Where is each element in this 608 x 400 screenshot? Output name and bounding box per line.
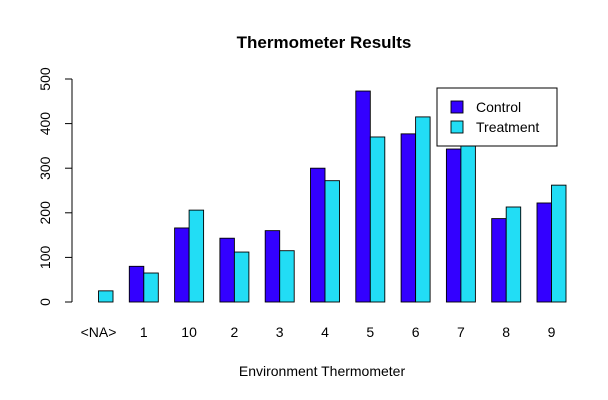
bar-treatment-3 <box>279 250 295 303</box>
bars <box>98 90 567 303</box>
bar-control-6 <box>400 133 417 303</box>
legend: Control Treatment <box>436 87 558 147</box>
y-tick-label: 200 <box>37 201 53 225</box>
x-tick-label: <NA> <box>81 324 117 340</box>
bar-control-5 <box>355 90 371 303</box>
bar-treatment-1 <box>143 272 159 303</box>
x-tick-label: 1 <box>140 324 148 340</box>
legend-swatch-control <box>450 100 464 114</box>
bar-treatment-4 <box>324 180 340 303</box>
x-tick-label: 9 <box>548 324 556 340</box>
bar-treatment-6 <box>415 116 431 303</box>
bar-control-8 <box>491 218 507 303</box>
bar-control-7 <box>445 148 462 303</box>
legend-label-control: Control <box>476 99 521 115</box>
y-axis: 0 100 200 300 400 500 <box>37 67 73 306</box>
bar-treatment-9 <box>551 184 567 303</box>
x-tick-label: 6 <box>412 324 420 340</box>
bar-treatment-2 <box>233 251 250 303</box>
y-tick-label: 300 <box>37 156 53 180</box>
y-tick-label: 0 <box>37 298 53 306</box>
x-tick-label: 2 <box>231 324 239 340</box>
x-tick-label: 7 <box>457 324 465 340</box>
chart-title: Thermometer Results <box>237 33 412 52</box>
x-tick-label: 4 <box>321 324 329 340</box>
bar-treatment-10 <box>188 209 205 303</box>
legend-label-treatment: Treatment <box>476 119 539 135</box>
bar-treatment-7 <box>460 140 476 303</box>
x-tick-label: 10 <box>181 324 197 340</box>
x-axis-labels: <NA> 1 10 2 3 4 5 6 7 8 9 <box>81 324 556 340</box>
bar-control-2 <box>219 237 235 303</box>
bar-treatment-5 <box>369 136 386 303</box>
bar-control-3 <box>264 230 281 303</box>
bar-treatment-8 <box>505 206 522 303</box>
bar-control-9 <box>536 202 552 303</box>
bar-treatment-na <box>98 290 114 303</box>
legend-swatch-treatment <box>450 120 464 134</box>
bar-control-1 <box>128 265 145 303</box>
y-tick-label: 100 <box>37 246 53 270</box>
x-axis-title: Environment Thermometer <box>239 363 406 379</box>
x-tick-label: 3 <box>276 324 284 340</box>
legend-box <box>436 87 558 147</box>
bar-control-4 <box>310 167 326 303</box>
y-tick-label: 500 <box>37 67 53 91</box>
y-tick-label: 400 <box>37 112 53 136</box>
x-tick-label: 8 <box>502 324 510 340</box>
bar-control-10 <box>174 227 190 303</box>
x-tick-label: 5 <box>366 324 374 340</box>
